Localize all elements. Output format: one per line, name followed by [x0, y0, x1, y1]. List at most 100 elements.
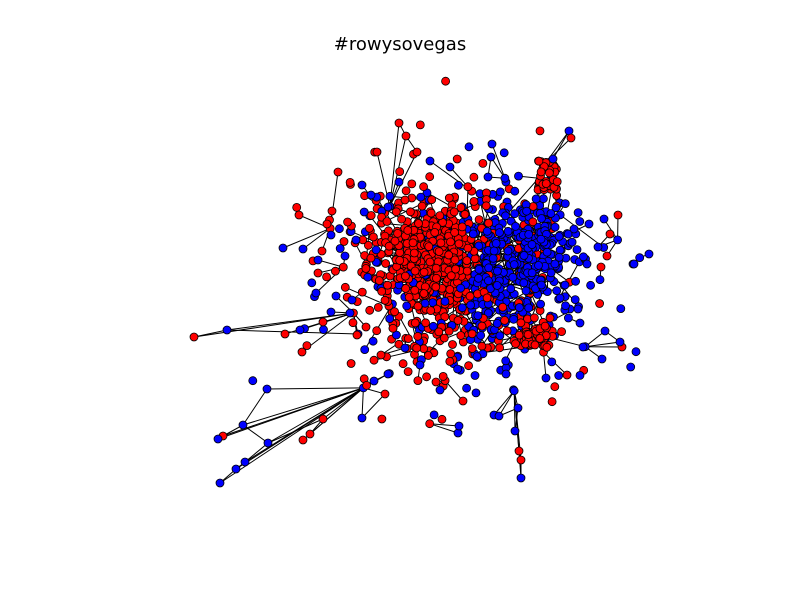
graph-node-blue — [215, 478, 225, 488]
graph-node-red — [372, 326, 382, 336]
graph-node-blue — [541, 373, 551, 383]
graph-node-blue — [345, 308, 355, 318]
graph-edge — [498, 390, 515, 417]
graph-node-blue — [319, 325, 328, 335]
graph-node-blue — [331, 291, 341, 301]
graph-node-blue — [567, 237, 577, 247]
graph-node-red — [457, 222, 467, 232]
graph-node-red — [478, 158, 488, 168]
graph-node-red — [424, 242, 434, 252]
graph-node-red — [540, 321, 550, 331]
graph-node-blue — [368, 336, 378, 346]
graph-node-blue — [546, 268, 556, 278]
graph-node-red — [523, 330, 533, 340]
graph-node-blue — [573, 304, 583, 314]
graph-node-blue — [435, 385, 445, 395]
graph-node-red — [434, 247, 444, 257]
graph-node-red — [340, 282, 350, 292]
graph-node-blue — [616, 304, 626, 314]
graph-node-blue — [575, 318, 585, 328]
graph-node-blue — [464, 142, 474, 152]
graph-node-blue — [519, 251, 529, 260]
graph-node-red — [395, 255, 405, 265]
graph-node-red — [330, 266, 340, 276]
graph-node-red — [465, 291, 475, 301]
graph-node-blue — [501, 211, 510, 221]
graph-node-blue — [548, 154, 558, 164]
graph-node-red — [391, 207, 401, 217]
graph-edge — [361, 393, 386, 419]
graph-node-blue — [539, 194, 548, 204]
graph-node-red — [500, 315, 510, 325]
graph-node-blue — [472, 352, 482, 362]
graph-node-blue — [510, 426, 520, 436]
graph-node-red — [477, 321, 487, 331]
graph-node-red — [417, 201, 427, 211]
graph-node-red — [545, 168, 554, 178]
graph-title: #rowysovegas — [333, 34, 467, 55]
graph-node-red — [413, 301, 423, 311]
graph-node-red — [469, 172, 479, 182]
graph-node-red — [446, 349, 456, 359]
graph-node-blue — [400, 343, 410, 353]
graph-edge — [226, 329, 359, 335]
graph-node-red — [363, 240, 373, 250]
graph-node-blue — [552, 286, 562, 296]
graph-node-blue — [524, 303, 534, 313]
graph-node-blue — [536, 234, 546, 244]
graph-node-blue — [494, 411, 504, 421]
graph-node-blue — [631, 347, 641, 357]
graph-node-blue — [570, 295, 580, 305]
graph-node-blue — [492, 281, 502, 290]
graph-node-red — [368, 232, 378, 242]
graph-node-red — [534, 156, 544, 166]
graph-node-red — [545, 313, 555, 323]
graph-edge — [193, 329, 228, 338]
graph-node-red — [384, 241, 394, 251]
graph-node-blue — [360, 345, 370, 355]
graph-node-blue — [453, 180, 463, 190]
graph-node-red — [346, 359, 356, 368]
graph-node-blue — [521, 286, 531, 296]
graph-node-red — [369, 355, 379, 365]
graph-node-blue — [550, 259, 560, 269]
graph-node-red — [431, 377, 441, 387]
graph-node-blue — [474, 241, 484, 251]
graph-node-blue — [366, 190, 376, 200]
graph-node-blue — [491, 238, 501, 248]
graph-node-red — [317, 246, 327, 256]
graph-node-red — [498, 302, 508, 312]
graph-node-blue — [582, 259, 592, 269]
graph-node-blue — [371, 245, 381, 255]
graph-node-red — [530, 313, 539, 323]
graph-node-blue — [569, 224, 579, 234]
graph-node-red — [451, 264, 461, 274]
graph-node-blue — [383, 202, 393, 212]
graph-node-blue — [597, 354, 607, 364]
graph-node-red — [403, 334, 413, 344]
graph-node-blue — [334, 224, 344, 234]
graph-edge — [267, 418, 324, 444]
graph-node-blue — [295, 325, 305, 335]
graph-node-red — [541, 179, 551, 189]
graph-node-blue — [555, 245, 565, 255]
graph-node-red — [403, 367, 413, 377]
graph-node-blue — [560, 280, 570, 290]
graph-node-blue — [599, 214, 609, 224]
graph-node-red — [550, 382, 560, 392]
graph-node-red — [409, 248, 419, 258]
graph-node-blue — [385, 191, 395, 201]
graph-node-red — [462, 266, 472, 276]
graph-node-red — [596, 262, 606, 272]
graph-node-red — [436, 238, 446, 248]
graph-node-red — [426, 208, 436, 218]
graph-node-blue — [415, 360, 425, 370]
graph-node-red — [339, 237, 349, 246]
graph-node-red — [431, 273, 441, 283]
graph-node-blue — [527, 268, 537, 278]
graph-node-blue — [554, 231, 564, 241]
graph-node-blue — [326, 307, 336, 317]
graph-node-red — [602, 251, 612, 261]
graph-node-blue — [445, 162, 455, 172]
